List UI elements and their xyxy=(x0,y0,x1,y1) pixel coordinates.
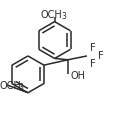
Text: 3: 3 xyxy=(62,12,66,21)
Text: OH: OH xyxy=(70,71,85,81)
Text: OCH: OCH xyxy=(41,10,62,20)
Text: F: F xyxy=(90,59,96,69)
Text: OCH: OCH xyxy=(0,81,22,91)
Text: 3: 3 xyxy=(19,83,24,92)
Text: F: F xyxy=(98,51,104,61)
Text: F: F xyxy=(90,43,96,53)
